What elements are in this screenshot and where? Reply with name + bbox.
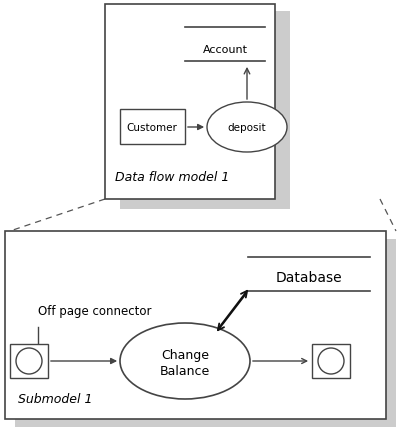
Text: deposit: deposit [227, 123, 266, 133]
Text: Balance: Balance [160, 365, 210, 378]
Bar [311, 344, 349, 378]
Bar [120, 110, 185, 145]
Ellipse shape [207, 103, 286, 153]
Text: Off page connector: Off page connector [38, 304, 151, 317]
Bar [5, 231, 385, 419]
Text: Change: Change [161, 349, 209, 362]
Text: Submodel 1: Submodel 1 [18, 392, 92, 406]
Text: Database: Database [275, 270, 341, 284]
Bar [105, 5, 274, 200]
Circle shape [317, 348, 343, 374]
Text: Customer: Customer [126, 123, 177, 133]
Bar [15, 240, 395, 427]
Text: Account: Account [202, 45, 247, 55]
Circle shape [16, 348, 42, 374]
Ellipse shape [120, 323, 249, 399]
Text: Data flow model 1: Data flow model 1 [115, 171, 229, 184]
Bar [120, 12, 289, 209]
Bar [10, 344, 48, 378]
